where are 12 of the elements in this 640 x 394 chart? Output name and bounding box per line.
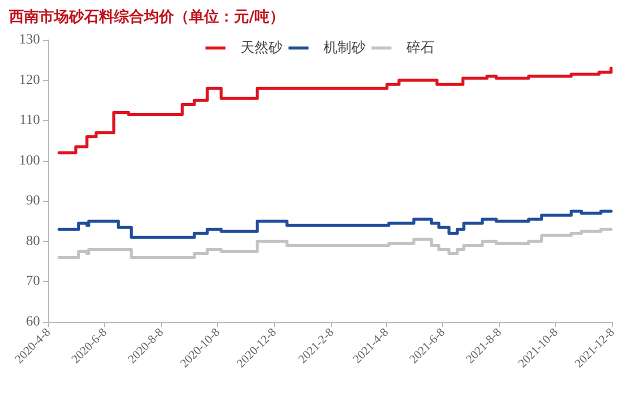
y-tick-label: 120 <box>19 72 40 88</box>
y-tick-label: 130 <box>19 32 40 48</box>
y-tick-label: 80 <box>26 234 40 249</box>
legend-label: 天然砂 <box>240 40 282 56</box>
y-tick-label: 60 <box>26 314 40 330</box>
y-tick-label: 100 <box>19 153 40 168</box>
y-tick-label: 90 <box>26 194 40 209</box>
y-tick-label: 110 <box>20 113 40 128</box>
legend-label: 机制砂 <box>324 40 366 56</box>
chart-title: 西南市场砂石料综合均价（单位：元/吨） <box>8 8 284 26</box>
y-tick-label: 70 <box>26 274 40 290</box>
legend-label: 碎石 <box>406 40 434 56</box>
